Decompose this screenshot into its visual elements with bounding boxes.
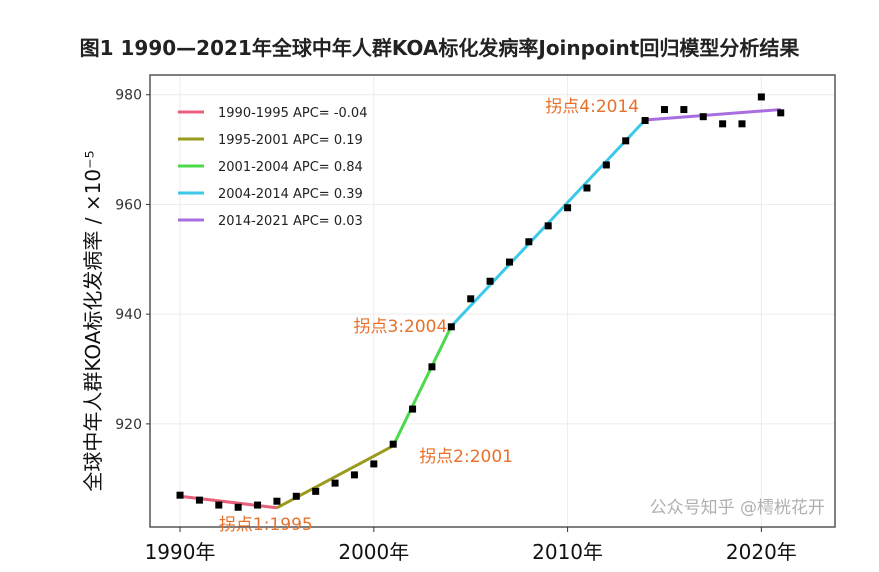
fit-line-segment bbox=[644, 108, 781, 122]
observed-point bbox=[234, 503, 242, 511]
observed-point bbox=[505, 258, 513, 266]
breakpoint-label: 拐点4:2014 bbox=[545, 97, 639, 117]
breakpoint-label: 拐点2:2001 bbox=[419, 447, 513, 467]
breakpoint-label: 拐点1:1995 bbox=[219, 515, 313, 535]
observed-point bbox=[370, 460, 378, 468]
y-axis-label: 全球中年人群KOA标化发病率 / ×10⁻⁵ bbox=[81, 150, 105, 491]
observed-point bbox=[428, 363, 436, 371]
x-tick-label: 1990年 bbox=[145, 540, 216, 564]
observed-point bbox=[467, 295, 475, 303]
fit-line-segment bbox=[391, 325, 453, 447]
legend-label: 1995-2001 APC= 0.19 bbox=[218, 133, 363, 148]
observed-point bbox=[738, 120, 746, 128]
legend-label: 2004-2014 APC= 0.39 bbox=[218, 187, 363, 202]
legend-label: 2014-2021 APC= 0.03 bbox=[218, 214, 363, 229]
observed-point bbox=[350, 471, 358, 479]
observed-point bbox=[602, 161, 610, 169]
observed-point bbox=[564, 204, 572, 212]
observed-point bbox=[486, 277, 494, 285]
chart-title: 图1 1990—2021年全球中年人群KOA标化发病率Joinpoint回归模型… bbox=[79, 36, 800, 60]
observed-point bbox=[447, 323, 455, 331]
observed-point bbox=[409, 405, 417, 413]
y-tick-label: 980 bbox=[115, 88, 142, 104]
observed-point bbox=[389, 440, 397, 448]
observed-point bbox=[680, 106, 688, 114]
x-tick-label: 2020年 bbox=[726, 540, 797, 564]
observed-point bbox=[215, 501, 223, 509]
observed-point bbox=[292, 492, 300, 500]
legend-label: 1990-1995 APC= -0.04 bbox=[218, 106, 367, 121]
breakpoint-label: 拐点3:2004 bbox=[354, 317, 448, 337]
y-tick-label: 940 bbox=[115, 307, 142, 323]
observed-point bbox=[777, 109, 785, 117]
x-tick-label: 2000年 bbox=[338, 540, 409, 564]
observed-point bbox=[641, 117, 649, 125]
y-tick-label: 960 bbox=[115, 197, 142, 213]
observed-point bbox=[699, 113, 707, 121]
legend-label: 2001-2004 APC= 0.84 bbox=[218, 160, 363, 175]
observed-point bbox=[757, 93, 765, 101]
observed-point bbox=[312, 487, 320, 495]
observed-point bbox=[176, 491, 184, 499]
plot-frame bbox=[149, 74, 836, 528]
observed-point bbox=[660, 106, 668, 114]
observed-point bbox=[273, 497, 281, 505]
observed-point bbox=[525, 238, 533, 246]
x-tick-label: 2010年 bbox=[532, 540, 603, 564]
observed-point bbox=[544, 222, 552, 230]
observed-point bbox=[254, 501, 262, 509]
observed-point bbox=[719, 120, 727, 128]
observed-point bbox=[622, 137, 630, 145]
observed-point bbox=[583, 184, 591, 192]
observed-point bbox=[195, 496, 203, 504]
observed-point bbox=[331, 479, 339, 487]
y-tick-label: 920 bbox=[115, 417, 142, 433]
watermark: 公众号知乎 @樗桄花开 bbox=[650, 498, 825, 518]
fit-line-segment bbox=[179, 494, 278, 510]
